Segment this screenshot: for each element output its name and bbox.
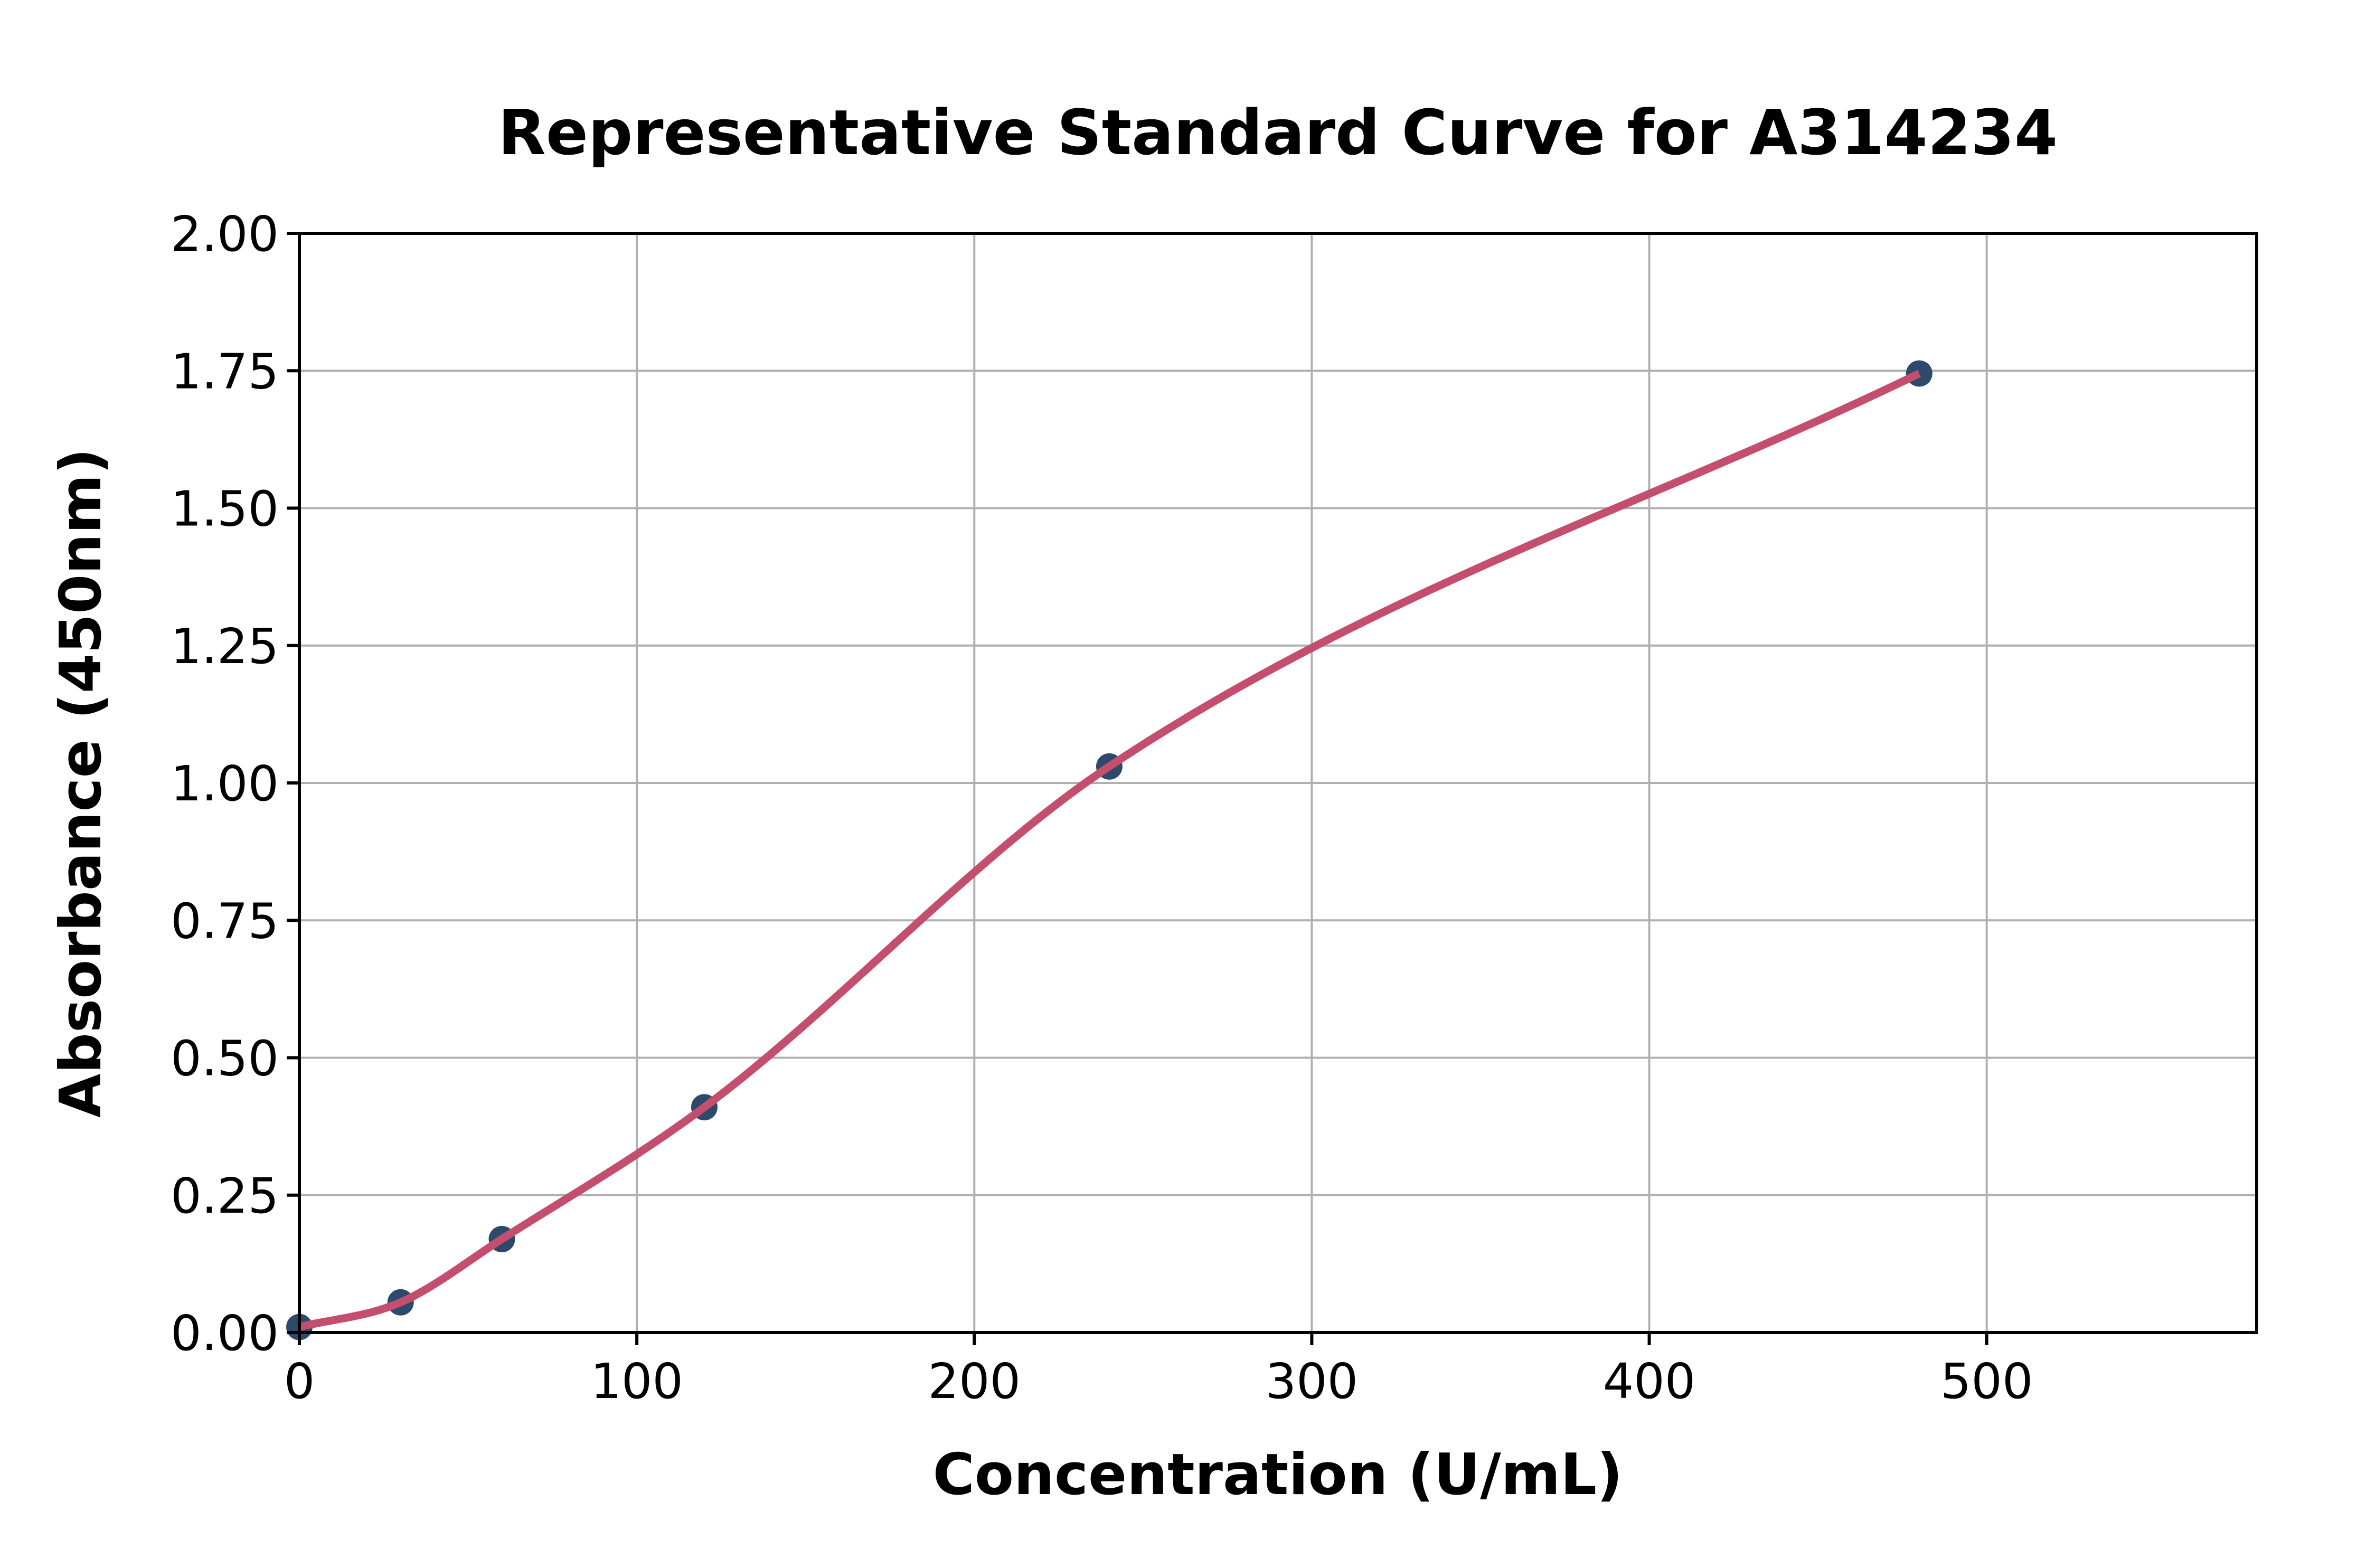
x-tick-label: 0	[284, 1353, 315, 1410]
x-tick-label: 500	[1940, 1353, 2033, 1410]
y-axis-label: Absorbance (450nm)	[48, 448, 114, 1118]
chart-title: Representative Standard Curve for A31423…	[498, 96, 2058, 169]
y-tick-label: 0.50	[171, 1031, 279, 1087]
x-axis-label: Concentration (U/mL)	[933, 1442, 1623, 1508]
x-tick-label: 200	[928, 1353, 1021, 1410]
y-tick-label: 1.25	[171, 618, 279, 675]
x-tick-label: 100	[590, 1353, 683, 1410]
y-tick-label: 1.75	[171, 343, 279, 400]
x-tick-label: 300	[1266, 1353, 1359, 1410]
y-tick-label: 2.00	[171, 206, 279, 262]
y-tick-label: 1.50	[171, 481, 279, 537]
fit-curve	[298, 370, 1921, 1331]
y-tick-label: 0.25	[171, 1168, 279, 1224]
axis-ticks	[287, 232, 1988, 1345]
x-tick-labels: 0 100 200 300 400 500	[284, 1353, 2033, 1410]
y-tick-label: 1.00	[171, 755, 279, 812]
x-tick-label: 400	[1603, 1353, 1696, 1410]
gridlines	[298, 232, 2257, 1334]
y-tick-label: 0.75	[171, 893, 279, 949]
y-tick-labels: 0.00 0.25 0.50 0.75 1.00 1.25 1.50 1.75 2.00	[171, 206, 279, 1362]
fit-curve-path	[298, 370, 1921, 1331]
y-tick-label: 0.00	[171, 1305, 279, 1362]
